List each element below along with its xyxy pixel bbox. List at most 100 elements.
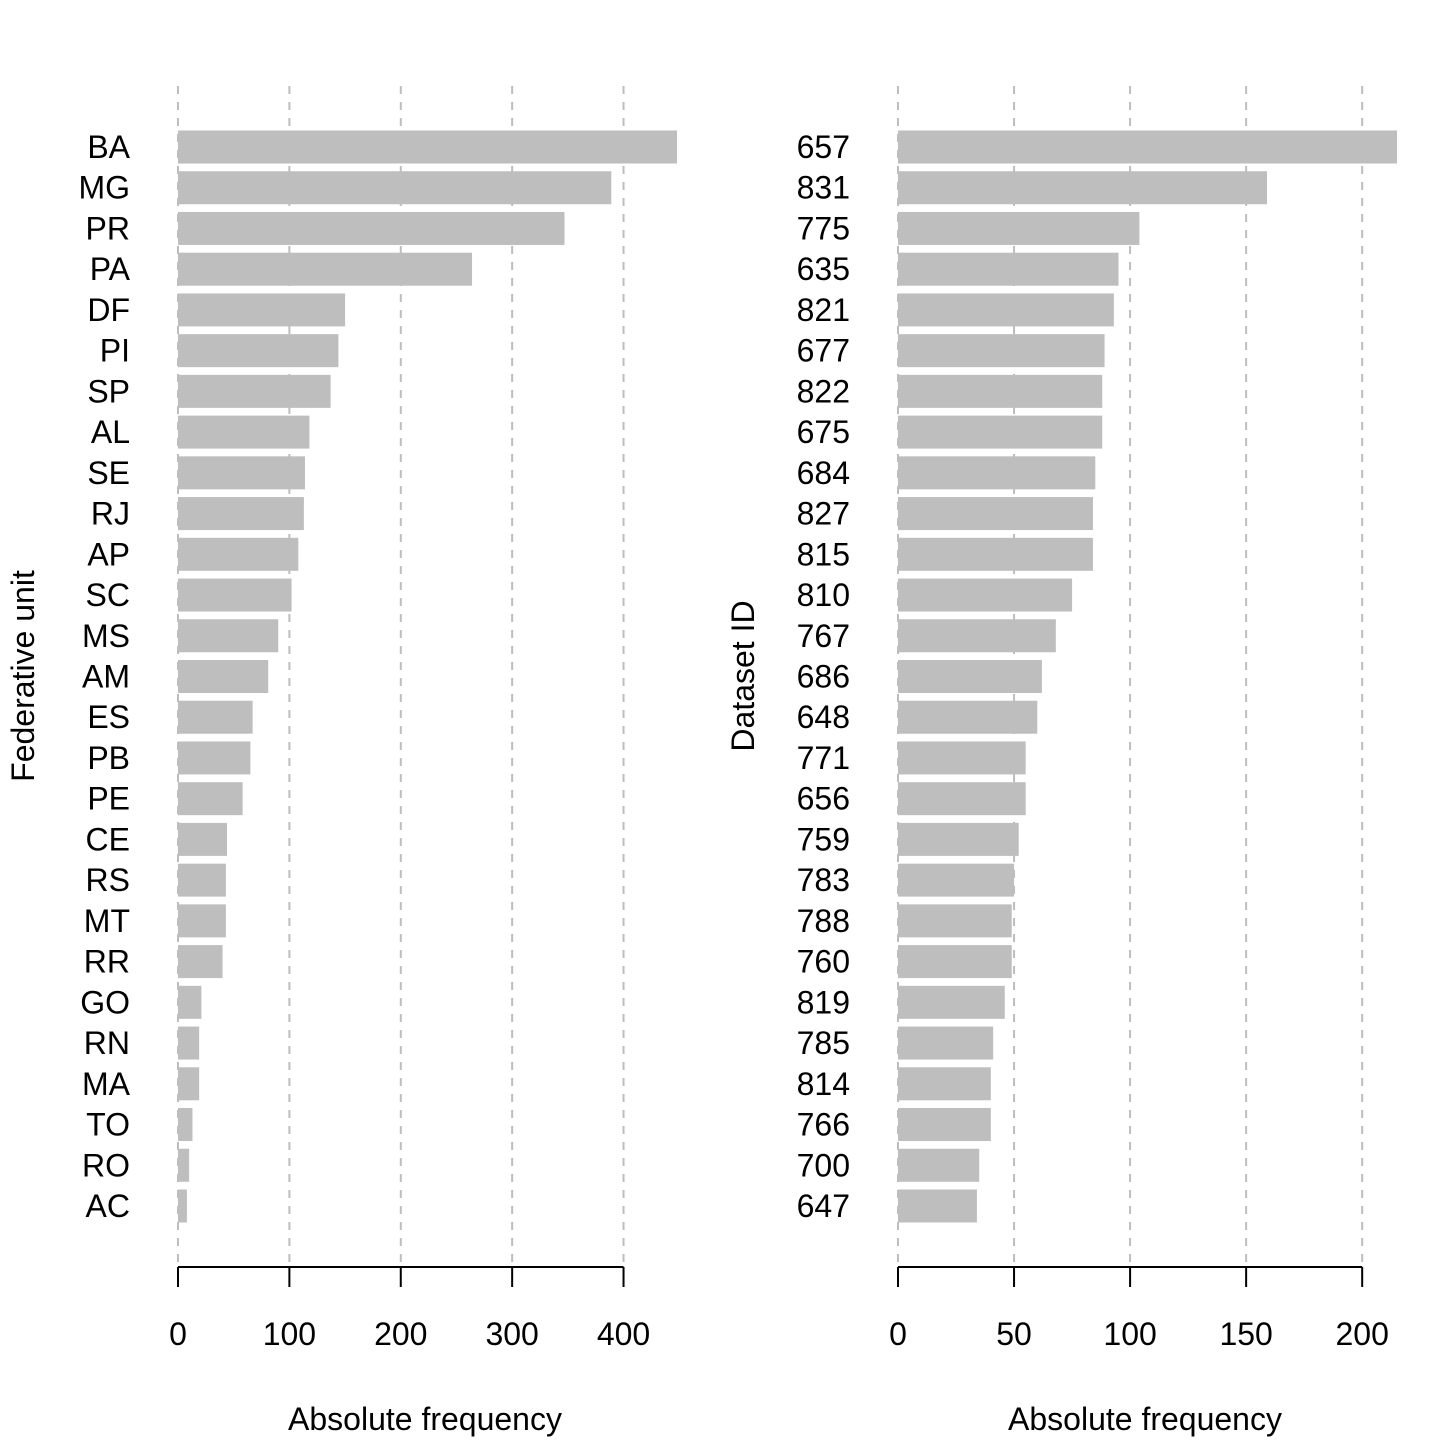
category-label: 684: [797, 455, 850, 491]
bar: [178, 700, 253, 734]
x-tick-label: 200: [1335, 1316, 1388, 1352]
bar: [898, 537, 1093, 571]
bar: [178, 1148, 190, 1182]
category-label: 648: [797, 699, 850, 735]
bar: [178, 945, 223, 979]
bar: [898, 1026, 994, 1060]
bar: [178, 252, 473, 286]
category-label: AP: [87, 536, 130, 572]
bar: [178, 537, 299, 571]
bar: [898, 497, 1093, 531]
bar: [178, 1108, 193, 1142]
category-label: RR: [84, 944, 130, 980]
bar: [178, 619, 279, 653]
bar: [898, 130, 1397, 164]
category-label: 635: [797, 251, 850, 287]
category-label: PE: [87, 781, 130, 817]
bar: [178, 334, 339, 368]
category-label: DF: [87, 292, 130, 328]
chart-federative-unit: Absolute frequency Federative unit BA MG P…: [5, 86, 677, 1437]
category-label: 822: [797, 373, 850, 409]
bar: [178, 985, 202, 1019]
category-label: 767: [797, 618, 850, 654]
bar: [898, 985, 1005, 1019]
category-label: RJ: [91, 496, 130, 532]
y-axis-title: Federative unit: [5, 570, 41, 782]
x-axis: 0 100 200 300 400: [169, 1266, 650, 1352]
category-label: 815: [797, 536, 850, 572]
bar: [898, 415, 1103, 449]
x-tick-label: 0: [889, 1316, 907, 1352]
category-label: ES: [87, 699, 130, 735]
bar: [898, 822, 1019, 856]
x-tick-label: 400: [597, 1316, 650, 1352]
bar: [898, 945, 1012, 979]
bar: [898, 863, 1015, 897]
bar: [178, 130, 677, 164]
x-tick-label: 100: [1103, 1316, 1156, 1352]
category-label: RS: [86, 862, 130, 898]
category-label: 785: [797, 1025, 850, 1061]
bar: [898, 211, 1140, 245]
bar: [178, 659, 269, 693]
category-label: 656: [797, 781, 850, 817]
x-axis-title: Absolute frequency: [1008, 1401, 1282, 1437]
category-labels: 657 831 775 635 821 677 822 675 684 827 815 810 767 6…: [797, 129, 850, 1224]
category-label: SP: [87, 373, 130, 409]
bar: [898, 374, 1103, 408]
x-axis: 0 50 100 150 200: [889, 1266, 1389, 1352]
chart-dataset-id: Absolute frequency Dataset ID 657 831 775 6…: [725, 86, 1397, 1437]
bar: [898, 782, 1026, 816]
bar: [898, 456, 1096, 490]
category-label: 819: [797, 984, 850, 1020]
x-tick-label: 0: [169, 1316, 187, 1352]
category-label: 760: [797, 944, 850, 980]
bar: [898, 293, 1114, 327]
bar: [898, 1108, 991, 1142]
bar: [898, 741, 1026, 775]
bar: [178, 415, 310, 449]
bar: [898, 659, 1042, 693]
bar: [178, 374, 331, 408]
category-label: RO: [82, 1147, 130, 1183]
x-tick-label: 150: [1219, 1316, 1272, 1352]
category-label: SE: [87, 455, 130, 491]
bar: [898, 1148, 980, 1182]
bar: [898, 1067, 991, 1101]
category-label: PA: [90, 251, 131, 287]
category-label: CE: [86, 821, 130, 857]
category-label: PI: [100, 333, 130, 369]
bar: [178, 293, 346, 327]
bar: [178, 782, 243, 816]
bar: [178, 211, 565, 245]
category-label: MS: [82, 618, 130, 654]
category-label: PB: [87, 740, 130, 776]
category-label: GO: [80, 984, 130, 1020]
bar: [178, 904, 226, 938]
category-label: MT: [84, 903, 130, 939]
y-axis-title: Dataset ID: [725, 600, 761, 751]
category-label: 827: [797, 496, 850, 532]
x-axis-title: Absolute frequency: [288, 1401, 562, 1437]
bar: [898, 252, 1119, 286]
category-label: 788: [797, 903, 850, 939]
category-label: 677: [797, 333, 850, 369]
bar: [898, 334, 1105, 368]
category-label: 831: [797, 170, 850, 206]
bar: [178, 497, 304, 531]
category-label: MA: [82, 1066, 131, 1102]
bar: [898, 171, 1268, 205]
category-label: 657: [797, 129, 850, 165]
bar: [178, 1026, 200, 1060]
category-label: MG: [78, 170, 130, 206]
category-label: 810: [797, 577, 850, 613]
category-label: 775: [797, 210, 850, 246]
category-label: 771: [797, 740, 850, 776]
bar: [178, 1189, 187, 1223]
bars: [178, 130, 677, 1223]
bar: [898, 1189, 977, 1223]
bar: [178, 741, 251, 775]
category-label: 759: [797, 821, 850, 857]
category-label: AC: [86, 1188, 130, 1224]
